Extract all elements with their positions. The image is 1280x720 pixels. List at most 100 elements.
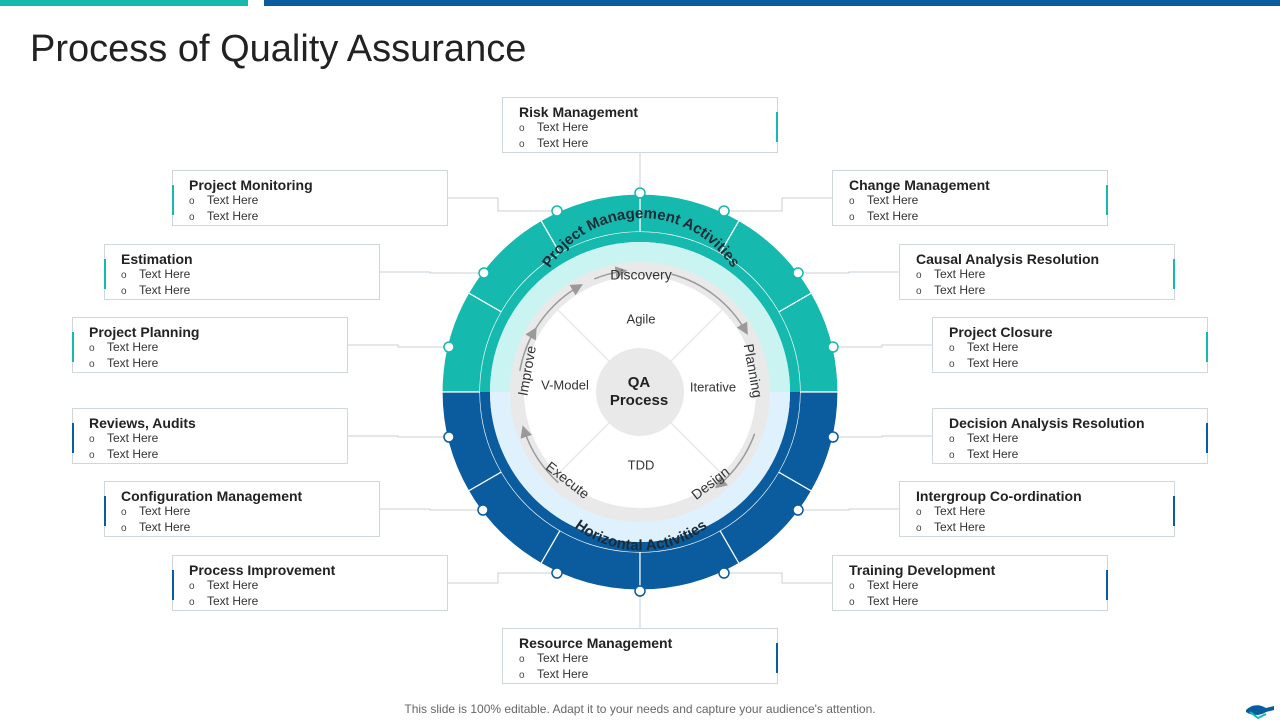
activity-box: Reviews, Audits o Text Here o Text Here	[72, 408, 348, 464]
box-list-item: o Text Here	[519, 651, 672, 667]
box-title: Process Improvement	[189, 562, 336, 578]
box-list-item: o Text Here	[189, 594, 335, 610]
bullet-icon: o	[189, 597, 195, 608]
bullet-icon: o	[849, 597, 855, 608]
box-accent	[776, 112, 778, 142]
box-list-item: o Text Here	[849, 193, 990, 209]
cycle-arrow	[524, 284, 583, 351]
box-list-item: o Text Here	[916, 283, 1099, 299]
connector-dot	[477, 504, 489, 516]
box-accent	[72, 332, 74, 362]
bullet-icon: o	[949, 434, 955, 445]
box-item-text: Text Here	[537, 120, 589, 134]
box-item-text: Text Here	[537, 667, 589, 681]
bullet-icon: o	[89, 343, 95, 354]
activity-box: Project Planning o Text Here o Text Here	[72, 317, 348, 373]
box-list-item: o Text Here	[949, 356, 1052, 372]
box-title: Training Development	[849, 562, 996, 578]
box-list-item: o Text Here	[519, 136, 638, 152]
box-item-text: Text Here	[107, 431, 159, 445]
box-item-text: Text Here	[207, 594, 259, 608]
connector-dot	[827, 341, 839, 353]
center-label-line2: Process	[610, 392, 668, 409]
box-list-item: o Text Here	[121, 267, 193, 283]
box-item-text: Text Here	[967, 356, 1019, 370]
bullet-icon: o	[916, 286, 922, 297]
connector-dot	[634, 585, 646, 597]
box-list-item: o Text Here	[849, 209, 990, 225]
box-item-text: Text Here	[867, 209, 919, 223]
activity-box: Change Management o Text Here o Text Here	[832, 170, 1108, 226]
connector-dot	[634, 187, 646, 199]
bullet-icon: o	[121, 523, 127, 534]
connector-dot	[551, 205, 563, 217]
box-title: Causal Analysis Resolution	[916, 251, 1100, 267]
bullet-icon: o	[916, 507, 922, 518]
box-list-item: o Text Here	[121, 520, 302, 536]
box-item-text: Text Here	[867, 594, 919, 608]
box-list-item: o Text Here	[189, 193, 313, 209]
box-title: Risk Management	[519, 104, 639, 120]
box-item-text: Text Here	[934, 504, 986, 518]
connector-dot	[478, 267, 490, 279]
cycle-arrow	[520, 425, 559, 484]
box-item-text: Text Here	[207, 193, 259, 207]
box-item-text: Text Here	[934, 267, 986, 281]
model-tdd: TDD	[628, 457, 655, 472]
activity-box: Process Improvement o Text Here o Text Here	[172, 555, 448, 611]
connector-dot	[718, 205, 730, 217]
box-item-text: Text Here	[967, 340, 1019, 354]
activity-box: Causal Analysis Resolution o Text Here o Tex…	[899, 244, 1175, 300]
connector-dot	[443, 431, 455, 443]
connector-line	[348, 435, 449, 438]
box-title: Resource Management	[519, 635, 673, 651]
activity-box: Decision Analysis Resolution o Text Here o T…	[932, 408, 1208, 464]
box-accent	[1206, 332, 1208, 362]
box-item-text: Text Here	[207, 578, 259, 592]
box-title: Configuration Management	[121, 488, 303, 504]
bullet-icon: o	[519, 123, 525, 134]
box-accent	[104, 259, 106, 289]
connector-line	[448, 197, 557, 212]
box-accent	[1173, 259, 1175, 289]
box-title: Decision Analysis Resolution	[949, 415, 1145, 431]
activity-box: Training Development o Text Here o Text Here	[832, 555, 1108, 611]
box-item-text: Text Here	[107, 447, 159, 461]
box-item-text: Text Here	[139, 520, 191, 534]
box-title: Project Monitoring	[189, 177, 313, 193]
connector-line	[724, 572, 832, 584]
box-list-item: o Text Here	[89, 356, 199, 372]
box-list-item: o Text Here	[89, 447, 196, 463]
center-disc	[596, 348, 684, 436]
connector-dot	[718, 567, 730, 579]
box-list-item: o Text Here	[519, 667, 672, 683]
box-list-item: o Text Here	[121, 504, 302, 520]
cycle-discovery: Discovery	[610, 267, 671, 283]
box-item-text: Text Here	[967, 447, 1019, 461]
footer-note: This slide is 100% editable. Adapt it to…	[404, 702, 876, 716]
box-accent	[1206, 423, 1208, 453]
box-item-text: Text Here	[139, 267, 191, 281]
box-title: Intergroup Co-ordination	[916, 488, 1082, 504]
top-accent-bar-teal	[0, 0, 248, 6]
bullet-icon: o	[121, 270, 127, 281]
box-accent	[172, 570, 174, 600]
box-item-text: Text Here	[867, 193, 919, 207]
box-list-item: o Text Here	[949, 447, 1145, 463]
box-list-item: o Text Here	[519, 120, 638, 136]
bullet-icon: o	[519, 654, 525, 665]
bullet-icon: o	[189, 212, 195, 223]
box-accent	[72, 423, 74, 453]
box-item-text: Text Here	[107, 340, 159, 354]
bullet-icon: o	[949, 343, 955, 354]
box-list-item: o Text Here	[89, 340, 199, 356]
box-list-item: o Text Here	[849, 578, 995, 594]
bullet-icon: o	[121, 286, 127, 297]
connector-line	[380, 508, 483, 511]
box-title: Estimation	[121, 251, 193, 267]
connector-line	[448, 572, 557, 584]
connector-line	[833, 344, 932, 348]
cycle-arrow	[671, 273, 748, 335]
box-list-item: o Text Here	[949, 431, 1145, 447]
box-accent	[1106, 185, 1108, 215]
